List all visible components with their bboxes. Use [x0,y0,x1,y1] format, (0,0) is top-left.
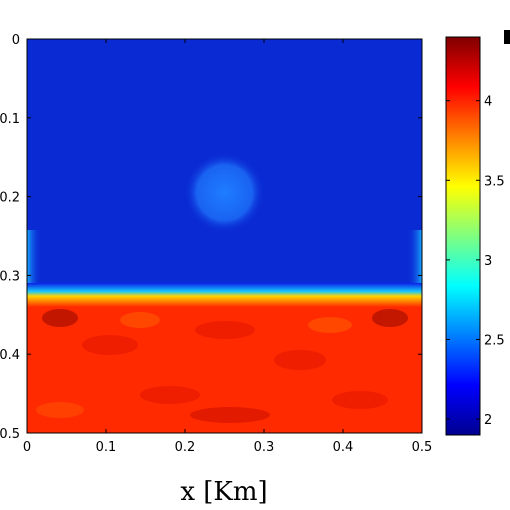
colorbar-gradient [446,37,480,435]
interface-band [27,283,422,307]
colorbar-tick-label: 2.5 [484,333,505,348]
y-tick-label: 0.1 [0,112,20,127]
x-tick-label: 0.5 [412,440,433,455]
colorbar-tick-label: 4 [484,95,492,110]
y-tick-label: 0.2 [0,191,20,206]
colorbar: 2 2.5 3 3.5 4 [446,30,510,435]
colorbar-tick-label: 3 [484,254,492,269]
y-tick-label: 0.3 [0,269,20,284]
x-axis-title: x [Km] [180,477,267,507]
x-tick-label: 0.3 [254,440,275,455]
x-tick-label: 0.1 [96,440,117,455]
x-tick-label: 0.2 [175,440,196,455]
x-tick-label: 0 [23,440,31,455]
y-tick-label: 0.5 [0,427,20,442]
y-tick-label: 0.4 [0,348,20,363]
colorbar-unit-fragment [504,30,510,44]
colorbar-tick-label: 2 [484,413,492,428]
plot-area [27,39,422,433]
inclusion-anomaly [185,153,264,232]
y-tick-label: 0 [12,33,20,48]
x-tick-label: 0.4 [333,440,354,455]
colorbar-tick-label: 3.5 [484,174,505,189]
